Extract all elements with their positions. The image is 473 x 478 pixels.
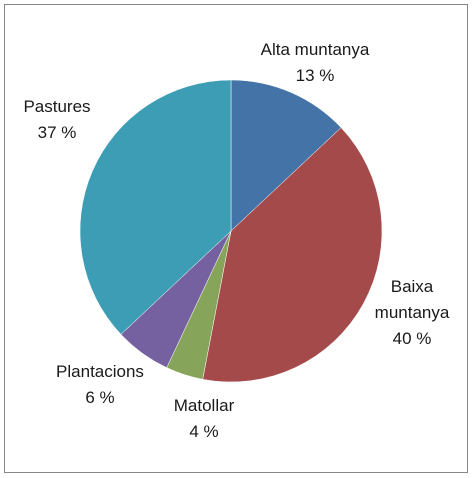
category-label: Baixa muntanya: [374, 277, 450, 322]
category-label: Pastures: [23, 97, 91, 116]
category-label: Alta muntanya: [260, 40, 370, 59]
category-label: Plantacions: [56, 362, 144, 381]
slice-label: Matollar 4 %: [154, 393, 254, 445]
value-label: 40 %: [392, 329, 432, 348]
value-label: 4 %: [189, 422, 219, 441]
value-label: 6 %: [85, 388, 115, 407]
value-label: 37 %: [37, 123, 77, 142]
slice-label: Alta muntanya 13 %: [245, 37, 385, 89]
category-label: Matollar: [173, 396, 235, 415]
value-label: 13 %: [295, 66, 335, 85]
pie-slice: [230, 79, 342, 232]
slice-label: Pastures 37 %: [7, 94, 107, 146]
frame-border: [4, 4, 468, 473]
slice-label: Plantacions 6 %: [35, 359, 165, 411]
pie-slice: [202, 127, 383, 383]
pie-slice: [79, 79, 232, 335]
slice-label: Baixa muntanya 40 %: [367, 274, 457, 352]
